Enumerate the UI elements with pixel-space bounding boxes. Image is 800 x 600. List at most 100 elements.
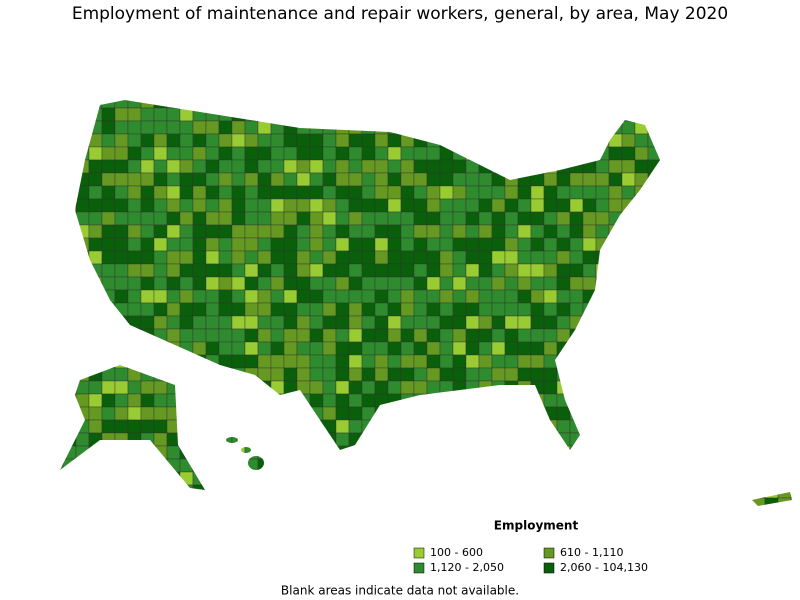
region: [608, 250, 623, 265]
region: [790, 380, 792, 395]
region: [426, 250, 441, 265]
region: [192, 120, 207, 135]
region: [413, 393, 428, 408]
region: [62, 107, 77, 122]
region: [140, 315, 155, 330]
region: [426, 315, 441, 330]
region: [556, 159, 571, 174]
region: [231, 250, 246, 265]
region: [621, 393, 636, 408]
region: [140, 328, 155, 343]
region: [88, 120, 103, 135]
region: [231, 289, 246, 304]
region: [257, 354, 272, 369]
region: [179, 445, 194, 460]
region: [712, 224, 727, 239]
region: [725, 302, 740, 317]
region: [582, 445, 597, 460]
region: [348, 393, 363, 408]
region: [543, 185, 558, 200]
region: [322, 432, 337, 447]
region: [569, 100, 584, 109]
region: [114, 445, 129, 460]
region: [88, 445, 103, 460]
region: [166, 120, 181, 135]
region: [270, 107, 285, 122]
region: [127, 100, 142, 109]
region: [764, 315, 779, 330]
region: [270, 211, 285, 226]
region: [530, 185, 545, 200]
region: [530, 445, 545, 460]
region: [60, 380, 64, 395]
region: [790, 393, 792, 408]
region: [634, 458, 649, 473]
region: [686, 211, 701, 226]
region: [478, 276, 493, 291]
region: [725, 237, 740, 252]
region: [595, 276, 610, 291]
region: [426, 146, 441, 161]
region: [530, 107, 545, 122]
region: [699, 484, 714, 499]
region: [192, 471, 207, 486]
region: [725, 328, 740, 343]
region: [595, 380, 610, 395]
region: [699, 224, 714, 239]
region: [452, 419, 467, 434]
region: [647, 432, 662, 447]
region: [257, 419, 272, 434]
region: [413, 172, 428, 187]
region: [647, 419, 662, 434]
region: [465, 341, 480, 356]
region: [478, 432, 493, 447]
region: [725, 354, 740, 369]
region: [322, 445, 337, 460]
region: [608, 100, 623, 109]
region: [660, 276, 675, 291]
region: [634, 224, 649, 239]
region: [140, 458, 155, 473]
region: [517, 211, 532, 226]
region: [686, 367, 701, 382]
region: [192, 484, 207, 499]
region: [621, 172, 636, 187]
region: [686, 146, 701, 161]
region: [660, 406, 675, 421]
region: [400, 289, 415, 304]
region: [426, 263, 441, 278]
region: [88, 471, 103, 486]
region: [218, 146, 233, 161]
region: [530, 380, 545, 395]
region: [764, 107, 779, 122]
region: [738, 276, 753, 291]
region: [751, 159, 766, 174]
region: [660, 263, 675, 278]
region: [504, 484, 519, 499]
region: [647, 198, 662, 213]
region: [335, 393, 350, 408]
region: [101, 406, 116, 421]
region: [517, 315, 532, 330]
region: [647, 159, 662, 174]
region: [75, 315, 90, 330]
region: [660, 419, 675, 434]
region: [153, 224, 168, 239]
region: [699, 250, 714, 265]
region: [114, 198, 129, 213]
region: [101, 367, 116, 382]
region: [621, 276, 636, 291]
region: [296, 341, 311, 356]
region: [114, 471, 129, 486]
region: [738, 133, 753, 148]
region: [621, 419, 636, 434]
region: [556, 276, 571, 291]
region: [673, 250, 688, 265]
region: [439, 432, 454, 447]
region: [725, 497, 740, 506]
region: [413, 367, 428, 382]
region: [491, 406, 506, 421]
region: [127, 198, 142, 213]
region: [348, 263, 363, 278]
region: [673, 406, 688, 421]
